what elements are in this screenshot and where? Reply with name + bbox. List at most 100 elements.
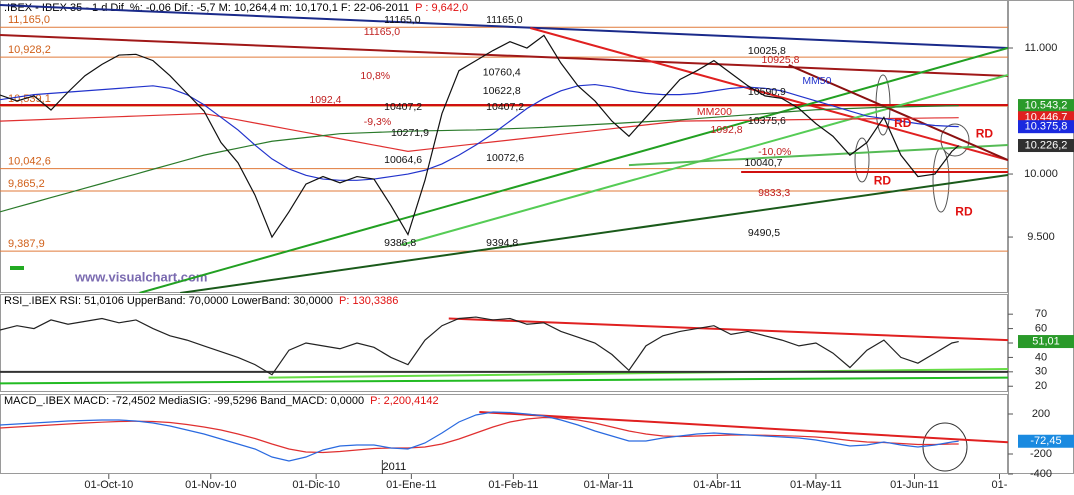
- y-tick-label: 30: [1035, 366, 1047, 378]
- value-tag: [1018, 139, 1074, 153]
- annotation: 10,8%: [360, 70, 390, 82]
- annotation: 10407,2: [384, 101, 422, 113]
- trend-line: [0, 376, 1008, 385]
- series-line: [0, 105, 959, 213]
- x-tick-label: 01-Dic-10: [292, 479, 340, 491]
- annotation: RD: [955, 204, 973, 218]
- rsi-panel: [0, 294, 1008, 392]
- panel-header: .IBEX - IBEX 35 - 1 d Dif. %: -0,06 Dif.…: [4, 2, 468, 14]
- annotation: 11165,0: [364, 26, 401, 38]
- annotation: 11165,0: [486, 14, 523, 26]
- y-tick-label: 70: [1035, 308, 1047, 320]
- annotation: MM200: [697, 106, 732, 118]
- right-axis: [1008, 0, 1074, 474]
- level-label: 11,165,0: [8, 14, 50, 26]
- annotation: 1092,4: [309, 94, 341, 106]
- annotation: MM50: [802, 75, 831, 87]
- value-tag-label: -72,45: [1030, 435, 1061, 447]
- annotation: 10760,4: [483, 67, 521, 79]
- annotation: RD: [894, 116, 912, 130]
- y-tick-label: 200: [1032, 408, 1050, 420]
- y-tick-label: 9.500: [1027, 231, 1055, 243]
- trend-line: [479, 411, 1008, 444]
- trend-line: [268, 367, 1008, 379]
- x-tick-label: 01-Abr-11: [693, 479, 741, 491]
- year-label: 2011: [383, 461, 407, 473]
- trend-line: [0, 34, 1008, 77]
- trend-line: [530, 27, 1008, 162]
- trend-line: [628, 144, 1008, 167]
- level-label: 10,539,1: [8, 93, 51, 105]
- y-tick-label: 40: [1035, 351, 1047, 363]
- annotation: 10407,2: [486, 101, 524, 113]
- series-line: [0, 34, 960, 239]
- annotation: 9394,8: [486, 237, 518, 249]
- trend-line: [180, 174, 1008, 293]
- value-tag: [1018, 335, 1074, 349]
- annotation: 10072,6: [486, 152, 524, 164]
- value-tag-label: 51,01: [1032, 335, 1060, 347]
- header-text: MACD_.IBEX MACD: -72,4502 MediaSIG: -99,…: [4, 395, 364, 407]
- x-tick-label: 01-Mar-11: [584, 479, 634, 491]
- annotation: 9490,5: [748, 227, 780, 239]
- annotation: -9,3%: [364, 116, 391, 128]
- x-tick-label: 01-Feb-11: [488, 479, 538, 491]
- header-text: .IBEX - IBEX 35 - 1 d Dif. %: -0,06 Dif.…: [4, 2, 409, 14]
- value-tag-label: 10.226,2: [1025, 139, 1068, 151]
- annotation: 10622,8: [483, 85, 521, 97]
- annotation: 10025,8: [748, 45, 786, 57]
- annotation: 10064,6: [384, 154, 422, 166]
- series-line: [0, 112, 959, 152]
- watermark: www.visualchart.com: [74, 269, 207, 284]
- value-tag-label: 10.543,2: [1025, 99, 1068, 111]
- annotation: 9833,3: [758, 187, 790, 199]
- annotation: 11165,0: [384, 14, 421, 26]
- y-tick-label: 10.000: [1024, 168, 1058, 180]
- value-tag: [1018, 120, 1074, 134]
- header-extra: P: 130,3386: [339, 295, 398, 307]
- y-tick-label: -200: [1030, 448, 1052, 460]
- series-line: [0, 316, 959, 376]
- header-text: RSI_.IBEX RSI: 51,0106 UpperBand: 70,000…: [4, 295, 333, 307]
- level-label: 9,387,9: [8, 238, 45, 250]
- annotation: 10040,7: [745, 157, 783, 169]
- header-extra: P : 9,642,0: [415, 2, 468, 14]
- y-tick-label: 20: [1035, 380, 1047, 392]
- value-tag-label: 10.375,8: [1025, 121, 1068, 133]
- trend-line: [788, 64, 1008, 161]
- annotation: RD: [874, 173, 892, 187]
- panel-header: MACD_.IBEX MACD: -72,4502 MediaSIG: -99,…: [4, 395, 439, 407]
- annotation: 9386,8: [384, 237, 416, 249]
- y-tick-label: 11.000: [1025, 42, 1058, 54]
- annotation: 10375,6: [748, 115, 786, 127]
- value-tag: [1018, 434, 1074, 448]
- x-tick-label: 01-May-11: [790, 479, 842, 491]
- series-line: [0, 416, 959, 454]
- y-tick-label: -400: [1030, 468, 1052, 480]
- trend-line: [448, 317, 1008, 342]
- x-tick-label: 01-Oct-10: [84, 479, 133, 491]
- y-tick-label: 60: [1035, 322, 1047, 334]
- header-extra: P: 2,200,4142: [370, 395, 439, 407]
- indicator-swatch: [10, 266, 24, 270]
- level-label: 10,042,6: [8, 156, 51, 168]
- annotation: 10925,8: [762, 54, 800, 66]
- price-panel: [0, 0, 1008, 293]
- level-label: 9,865,2: [8, 178, 45, 190]
- series-line: [0, 83, 959, 181]
- x-tick-label: 01-Jun-11: [890, 479, 939, 491]
- value-tag: [1018, 99, 1074, 113]
- trend-line: [400, 74, 1008, 246]
- highlight-ellipse: [940, 123, 970, 157]
- macd-panel: [0, 394, 1008, 474]
- x-tick-label: 01-Nov-10: [185, 479, 236, 491]
- trend-line: [139, 47, 1008, 293]
- x-tick-label: 01-Ene-11: [386, 479, 437, 491]
- annotation: 10271,9: [391, 127, 429, 139]
- series-line: [0, 411, 959, 462]
- panel-header: RSI_.IBEX RSI: 51,0106 UpperBand: 70,000…: [4, 295, 398, 307]
- level-label: 10,928,2: [8, 44, 51, 56]
- annotation: 1092,8: [711, 124, 743, 136]
